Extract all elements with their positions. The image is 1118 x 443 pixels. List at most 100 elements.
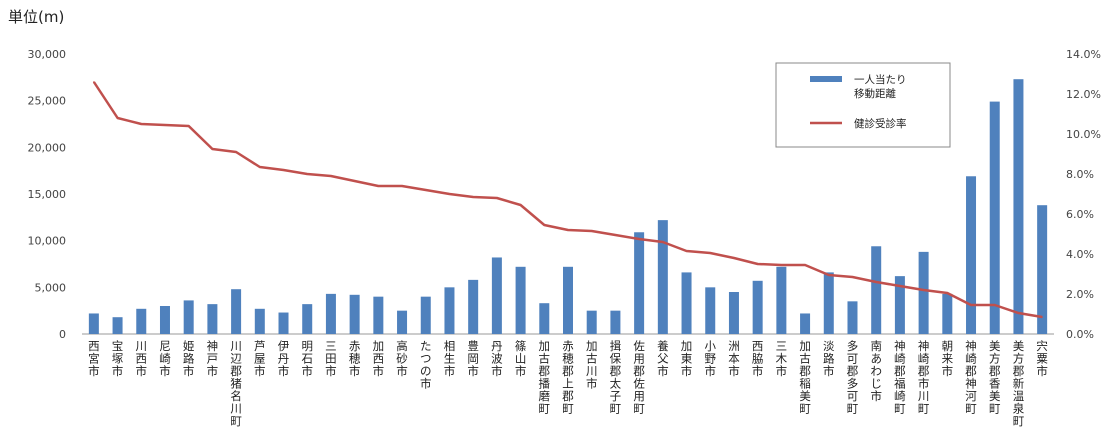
line-point — [756, 263, 759, 265]
bar — [966, 176, 977, 334]
line-point — [282, 169, 285, 171]
category-label: 篠山市 — [515, 339, 527, 378]
category-label: 美方郡新温泉町 — [1013, 339, 1025, 428]
bar — [539, 303, 550, 334]
bar-series — [88, 79, 1048, 334]
bar — [1037, 205, 1048, 334]
category-label: 加西市 — [373, 339, 385, 378]
bar — [88, 313, 99, 334]
line-point — [424, 189, 427, 191]
left-tick-label: 0 — [59, 328, 66, 341]
category-label: 淡路市 — [823, 339, 835, 378]
category-labels: 西宮市宝塚市川西市尼崎市姫路市神戸市川辺郡猪名川町芦屋市伊丹市明石市三田市赤穂市… — [88, 339, 1048, 428]
right-tick-label: 12.0% — [1066, 88, 1101, 101]
category-label: 姫路市 — [183, 339, 195, 378]
category-label: 赤穂郡上郡町 — [562, 339, 574, 416]
right-tick-label: 2.0% — [1066, 288, 1094, 301]
bar — [894, 276, 905, 334]
line-point — [472, 196, 474, 198]
bar — [397, 310, 408, 334]
bar — [989, 101, 1000, 334]
bar — [586, 310, 597, 334]
line-point — [235, 151, 237, 153]
line-point — [1017, 312, 1020, 314]
bar — [254, 308, 265, 334]
category-label: 神戸市 — [207, 339, 219, 378]
bar — [112, 317, 123, 334]
category-label: 神崎郡市川町 — [918, 339, 930, 416]
category-label: 赤穂市 — [349, 339, 361, 378]
category-label: 尼崎市 — [159, 339, 171, 378]
line-point — [685, 250, 688, 252]
line-point — [164, 124, 166, 126]
line-point — [211, 148, 214, 150]
category-label: 加東市 — [681, 339, 693, 378]
category-label: たつの市 — [420, 339, 432, 391]
line-point — [306, 173, 309, 175]
category-label: 芦屋市 — [254, 339, 266, 378]
line-point — [140, 123, 143, 125]
category-label: 養父市 — [657, 339, 669, 378]
bar — [610, 310, 621, 334]
legend-bar-label: 移動距離 — [854, 87, 896, 100]
bar — [468, 279, 479, 334]
category-label: 川西市 — [136, 339, 148, 378]
right-tick-label: 14.0% — [1066, 48, 1101, 61]
left-tick-label: 15,000 — [28, 188, 67, 201]
right-tick-label: 6.0% — [1066, 208, 1094, 221]
bar — [136, 308, 147, 334]
line-point — [116, 117, 119, 119]
category-label: 神崎郡福崎町 — [894, 339, 906, 416]
line-point — [496, 197, 498, 199]
line-point — [993, 304, 996, 306]
category-label: 神崎郡神河町 — [965, 339, 977, 416]
line-point — [899, 285, 901, 287]
bar — [681, 272, 692, 334]
line-point — [614, 234, 617, 236]
bar — [373, 296, 384, 334]
bar — [302, 304, 313, 334]
category-label: 佐用郡佐用町 — [633, 339, 645, 416]
category-label: 美方郡香美町 — [989, 339, 1001, 416]
line-point — [330, 175, 332, 177]
category-label: 丹波市 — [491, 339, 503, 378]
bar — [657, 220, 668, 334]
line-point — [259, 166, 261, 168]
category-label: 明石市 — [301, 339, 313, 378]
line-point — [970, 304, 972, 306]
line-point — [733, 257, 735, 259]
category-label: 揖保郡太子町 — [610, 339, 622, 416]
right-tick-label: 10.0% — [1066, 128, 1101, 141]
line-point — [851, 276, 854, 278]
legend-box — [775, 62, 951, 148]
bar — [420, 296, 431, 334]
right-tick-label: 0.0% — [1066, 328, 1094, 341]
category-label: 南あわじ市 — [870, 339, 882, 403]
line-point — [804, 264, 806, 266]
left-tick-label: 10,000 — [28, 235, 67, 248]
category-label: 豊岡市 — [467, 339, 479, 378]
line-point — [590, 230, 593, 232]
line-point — [662, 241, 664, 243]
bar — [563, 266, 573, 334]
line-point — [401, 185, 403, 187]
bar — [183, 300, 194, 334]
bar — [349, 294, 360, 334]
category-label: 三木市 — [776, 339, 788, 378]
unit-label: 単位(m) — [8, 8, 65, 26]
right-tick-label: 8.0% — [1066, 168, 1094, 181]
right-tick-label: 4.0% — [1066, 248, 1094, 261]
category-label: 西脇市 — [752, 339, 764, 378]
category-label: 朝来市 — [942, 339, 954, 378]
bar — [491, 257, 502, 334]
line-point — [922, 289, 925, 291]
legend-line-label: 健診受診率 — [854, 117, 907, 130]
bar — [159, 306, 170, 334]
bar — [823, 272, 834, 334]
category-label: 高砂市 — [396, 339, 408, 378]
bar — [871, 246, 882, 334]
category-label: 加古川市 — [586, 339, 598, 391]
category-label: 宍粟市 — [1036, 339, 1048, 378]
category-label: 洲本市 — [728, 339, 740, 378]
bar — [918, 251, 929, 334]
